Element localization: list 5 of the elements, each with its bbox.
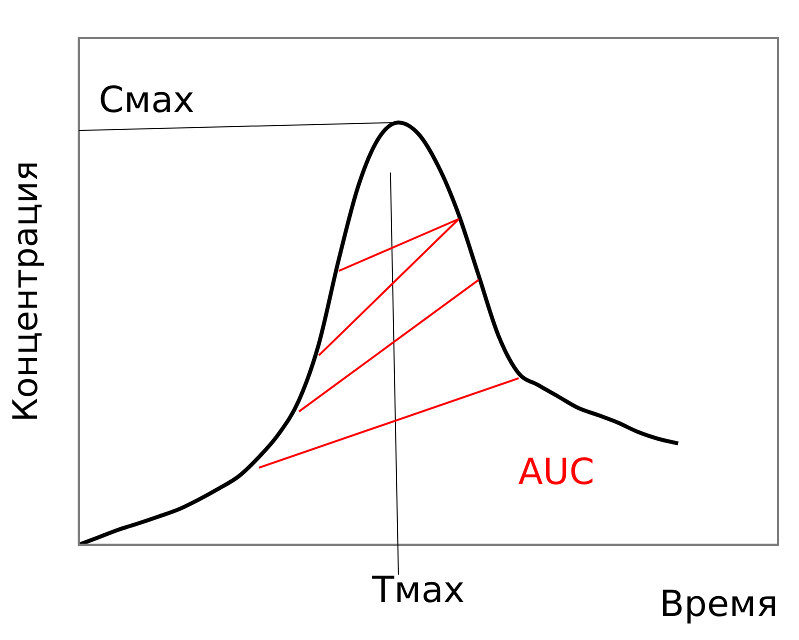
text: Тмах bbox=[371, 570, 465, 612]
y-axis-title: Концентрация bbox=[6, 160, 46, 422]
text: Смах bbox=[98, 80, 194, 121]
x-axis-title: Время bbox=[659, 584, 778, 625]
annotation: AUC bbox=[518, 452, 594, 494]
